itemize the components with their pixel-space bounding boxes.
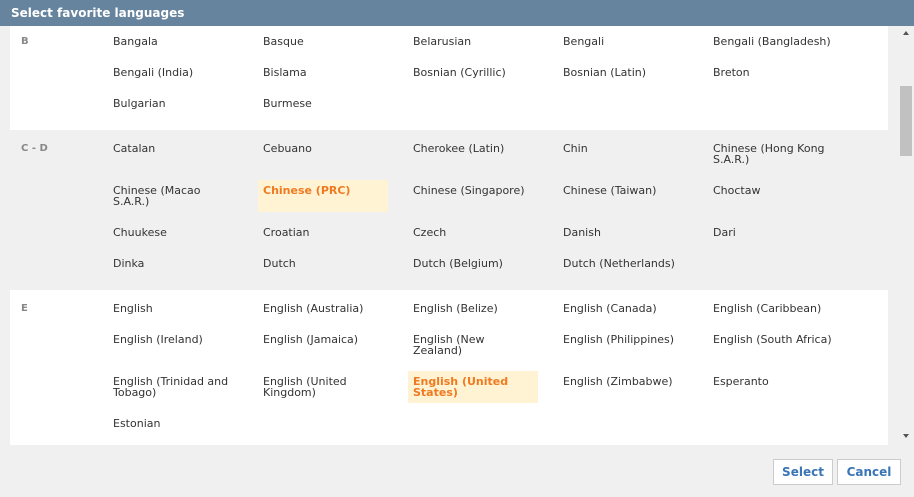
language-option[interactable]: Dutch (Belgium) xyxy=(413,257,503,270)
language-option[interactable]: English (Jamaica) xyxy=(263,333,359,346)
language-option[interactable]: Dutch xyxy=(263,257,296,270)
language-option[interactable]: English xyxy=(113,302,153,315)
language-group: E English English (Australia) English (Beli… xyxy=(10,290,888,445)
language-list: B Bangala Basque Belarusian Bengali Bengali (… xyxy=(0,26,898,445)
language-option[interactable]: Chinese (Hong Kong S.A.R.) xyxy=(713,142,825,166)
scroll-down[interactable] xyxy=(903,434,909,438)
language-option[interactable]: Belarusian xyxy=(413,35,472,48)
language-option[interactable]: Catalan xyxy=(113,142,156,155)
dialog-title: Select favorite languages xyxy=(0,0,914,26)
language-grid: Bangala Basque Belarusian Bengali Bengali (B… xyxy=(108,31,888,114)
language-option[interactable]: Chinese (Macao S.A.R.) xyxy=(113,184,201,208)
scroll-thumb[interactable] xyxy=(900,86,912,156)
language-option[interactable]: English (South Africa) xyxy=(713,333,832,346)
select-button[interactable]: Select xyxy=(773,459,833,485)
language-option[interactable]: Bosnian (Latin) xyxy=(563,66,647,79)
language-option[interactable]: Bengali (India) xyxy=(113,66,194,79)
language-option[interactable]: Chinese (Singapore) xyxy=(413,184,525,197)
language-option[interactable]: Bislama xyxy=(263,66,307,79)
language-option[interactable]: Basque xyxy=(263,35,304,48)
language-option[interactable]: English (United Kingdom) xyxy=(263,375,347,399)
language-option[interactable]: Croatian xyxy=(263,226,310,239)
language-option[interactable]: English (Caribbean) xyxy=(713,302,822,315)
language-option[interactable]: Bosnian (Cyrillic) xyxy=(413,66,506,79)
language-option[interactable]: Cebuano xyxy=(263,142,312,155)
language-option[interactable]: Danish xyxy=(563,226,601,239)
language-option[interactable]: Dutch (Netherlands) xyxy=(563,257,675,270)
language-grid: English English (Australia) English (Beliz… xyxy=(108,298,888,434)
language-option[interactable]: Czech xyxy=(413,226,447,239)
group-letter: B xyxy=(21,36,29,47)
language-group: C - D Catalan Cebuano Cherokee (Latin) Chin C… xyxy=(10,130,888,290)
language-option[interactable]: Bangala xyxy=(113,35,158,48)
language-option[interactable]: Burmese xyxy=(263,97,312,110)
language-option[interactable]: Estonian xyxy=(113,417,161,430)
language-group: B Bangala Basque Belarusian Bengali Bengali (… xyxy=(10,26,888,130)
language-option[interactable]: English (Australia) xyxy=(263,302,364,315)
list-content: B Bangala Basque Belarusian Bengali Bengali (… xyxy=(0,26,898,445)
language-option[interactable]: English (United States) xyxy=(408,371,538,403)
language-option[interactable]: English (Philippines) xyxy=(563,333,675,346)
language-option[interactable]: Chinese (PRC) xyxy=(258,180,388,212)
language-option[interactable]: English (Ireland) xyxy=(113,333,203,346)
language-option[interactable]: Dari xyxy=(713,226,736,239)
language-option[interactable]: English (Belize) xyxy=(413,302,498,315)
language-option[interactable]: English (Zimbabwe) xyxy=(563,375,673,388)
language-option[interactable]: English (New Zealand) xyxy=(413,333,485,357)
language-option[interactable]: Cherokee (Latin) xyxy=(413,142,505,155)
language-option[interactable]: Chin xyxy=(563,142,588,155)
scrollbar[interactable] xyxy=(898,26,914,445)
language-option[interactable]: Esperanto xyxy=(713,375,769,388)
language-option[interactable]: English (Canada) xyxy=(563,302,657,315)
cancel-button[interactable]: Cancel xyxy=(837,459,901,485)
language-option[interactable]: Dinka xyxy=(113,257,145,270)
language-option[interactable]: Bengali xyxy=(563,35,605,48)
language-option[interactable]: Breton xyxy=(713,66,750,79)
language-grid: Catalan Cebuano Cherokee (Latin) Chin Chines… xyxy=(108,138,888,274)
language-option[interactable]: Bengali (Bangladesh) xyxy=(713,35,831,48)
scroll-up[interactable] xyxy=(903,31,909,35)
language-option[interactable]: Chuukese xyxy=(113,226,167,239)
language-option[interactable]: Choctaw xyxy=(713,184,761,197)
group-letter: E xyxy=(21,303,28,314)
group-letter: C - D xyxy=(21,143,48,154)
language-option[interactable]: Bulgarian xyxy=(113,97,166,110)
language-option[interactable]: Chinese (Taiwan) xyxy=(563,184,657,197)
language-option[interactable]: English (Trinidad and Tobago) xyxy=(113,375,229,399)
